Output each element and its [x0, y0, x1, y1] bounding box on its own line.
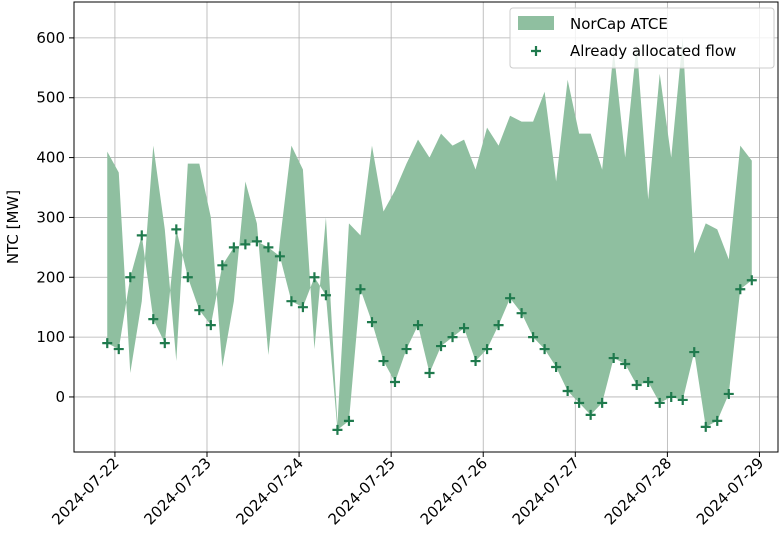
marker	[654, 397, 665, 408]
marker	[286, 296, 297, 307]
marker	[436, 341, 447, 352]
marker	[413, 320, 424, 331]
marker	[712, 415, 723, 426]
legend-swatch	[518, 16, 554, 30]
marker	[493, 320, 504, 331]
marker	[240, 239, 251, 250]
marker	[343, 415, 354, 426]
y-tick-label: 300	[36, 208, 65, 226]
plot-frame	[73, 1, 779, 453]
marker	[401, 344, 412, 355]
marker	[366, 317, 377, 328]
marker	[677, 394, 688, 405]
legend-label: NorCap ATCE	[570, 15, 668, 33]
marker	[378, 356, 389, 367]
marker	[205, 320, 216, 331]
marker	[159, 338, 170, 349]
marker	[309, 272, 320, 283]
marker	[528, 332, 539, 343]
marker	[585, 409, 596, 420]
marker	[113, 344, 124, 355]
marker	[631, 379, 642, 390]
legend-marker	[531, 46, 541, 56]
x-tick-label: 2024-07-29	[693, 454, 767, 528]
x-tick-label: 2024-07-26	[417, 454, 491, 528]
y-tick-label: 100	[36, 328, 65, 346]
x-tick-label: 2024-07-24	[233, 454, 307, 528]
legend-box	[509, 7, 775, 69]
marker	[620, 359, 631, 370]
marker	[746, 275, 757, 286]
y-tick-label: 200	[36, 268, 65, 286]
marker	[562, 385, 573, 396]
x-tick-label: 2024-07-23	[140, 454, 214, 528]
marker	[700, 421, 711, 432]
marker	[723, 388, 734, 399]
y-axis-label: NTC [MW]	[4, 190, 22, 264]
marker	[597, 397, 608, 408]
marker	[263, 242, 274, 253]
legend-label: Already allocated flow	[570, 42, 736, 60]
y-tick-label: 500	[36, 89, 65, 107]
marker	[182, 272, 193, 283]
marker	[251, 236, 262, 247]
marker	[539, 344, 550, 355]
marker	[320, 290, 331, 301]
marker	[389, 376, 400, 387]
y-tick-label: 400	[36, 149, 65, 167]
marker	[574, 397, 585, 408]
x-tick-label: 2024-07-27	[509, 454, 583, 528]
marker	[136, 230, 147, 241]
marker	[643, 376, 654, 387]
marker	[297, 302, 308, 313]
marker	[125, 272, 136, 283]
marker	[505, 293, 516, 304]
area	[107, 37, 752, 430]
marker	[608, 353, 619, 364]
marker	[516, 308, 527, 319]
marker	[666, 391, 677, 402]
y-tick-label: 600	[36, 29, 65, 47]
marker	[228, 242, 239, 253]
marker	[194, 305, 205, 316]
marker	[551, 362, 562, 373]
marker	[171, 224, 182, 235]
marker	[482, 344, 493, 355]
marker	[735, 284, 746, 295]
marker	[274, 251, 285, 262]
marker	[424, 368, 435, 379]
x-tick-label: 2024-07-28	[601, 454, 675, 528]
marker	[689, 347, 700, 358]
marker	[447, 332, 458, 343]
marker	[217, 260, 228, 271]
marker	[148, 314, 159, 325]
marker	[332, 424, 343, 435]
marker	[355, 284, 366, 295]
marker	[102, 338, 113, 349]
y-tick-label: 0	[55, 388, 65, 406]
x-tick-label: 2024-07-25	[325, 454, 399, 528]
legend: NorCap ATCE Already allocated flow	[509, 7, 775, 69]
marker	[459, 323, 470, 334]
x-tick-label: 2024-07-22	[48, 454, 122, 528]
marker	[470, 356, 481, 367]
